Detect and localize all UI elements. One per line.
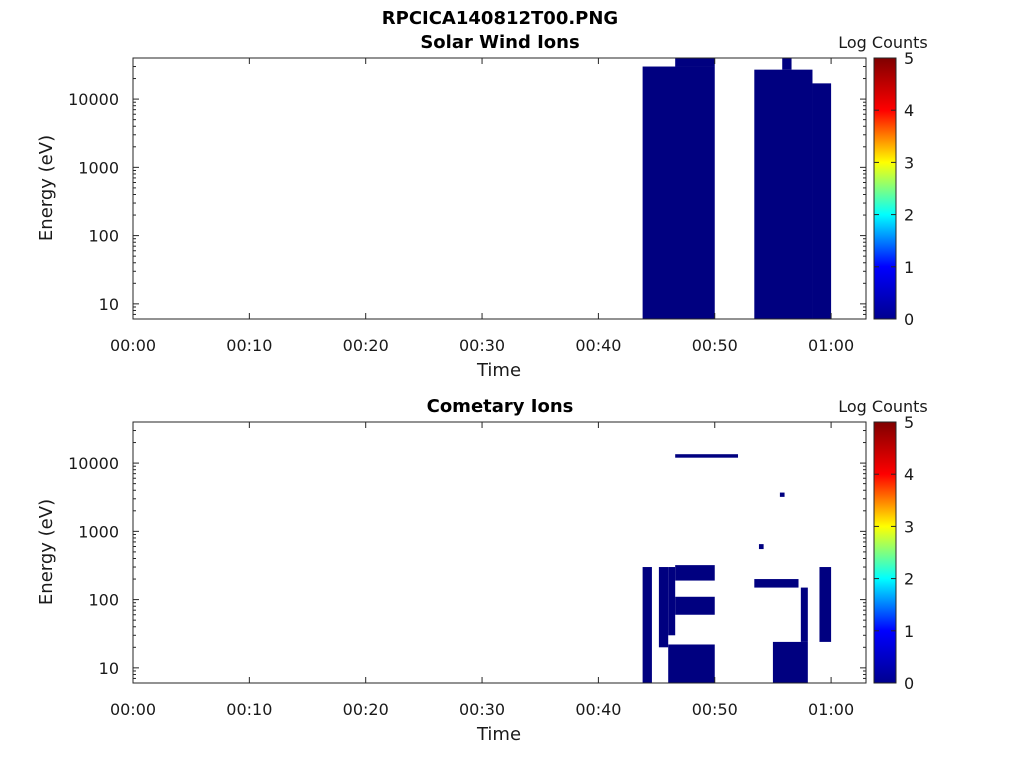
colorbar-tick-label-2: 2	[904, 206, 914, 225]
x-ticks: 00:00 00:10 00:20 00:30 00:40 00:50 01:00	[110, 58, 854, 355]
y-tick-label-2: 1000	[78, 158, 119, 177]
colorbar-tick-label-2: 2	[904, 570, 914, 589]
x-tick-label-2: 00:20	[343, 700, 389, 719]
colorbar-tick-label-5: 5	[904, 413, 914, 432]
x-tick-label-4: 00:40	[575, 700, 621, 719]
colorbar-gradient	[874, 58, 896, 319]
colorbar-frame	[873, 421, 897, 684]
x-tick-label-6: 01:00	[808, 336, 854, 355]
colorbar-tick-label-4: 4	[904, 101, 914, 120]
x-ticks: 00:00 00:10 00:20 00:30 00:40 00:50 01:00	[110, 422, 854, 719]
x-tick-label-1: 00:10	[226, 336, 272, 355]
figure-title: RPCICA140812T00.PNG	[382, 8, 618, 29]
y-tick-label-0: 10	[99, 659, 119, 678]
x-tick-label-6: 01:00	[808, 700, 854, 719]
colorbar-tick-label-1: 1	[904, 622, 914, 641]
x-tick-label-3: 00:30	[459, 700, 505, 719]
heatmap-cell-10	[754, 579, 799, 588]
x-tick-label-5: 00:50	[692, 700, 738, 719]
y-tick-label-1: 100	[88, 227, 119, 246]
heatmap-cell-4	[675, 565, 715, 581]
heatmap-cell-3	[675, 596, 715, 615]
colorbar-tick-label-3: 3	[904, 517, 914, 536]
colorbar: Log Counts 0 1 2 3 4 5	[838, 33, 928, 329]
heatmap-cell-0	[642, 66, 715, 319]
y-tick-label-2: 1000	[78, 522, 119, 541]
heatmap-cell-6	[675, 454, 739, 458]
colorbar-frame	[873, 57, 897, 320]
heatmap-cell-9	[800, 587, 808, 642]
y-ticks: 10 100 1000 10000	[68, 57, 866, 320]
panel-title: Solar Wind Ions	[420, 32, 579, 53]
panel-solar-wind-ions: Solar Wind Ions 00:00 00:10 00:20 00:30 00:4…	[36, 32, 928, 381]
heatmap-cell-2	[754, 69, 813, 319]
x-tick-label-0: 00:00	[110, 336, 156, 355]
panel-title: Cometary Ions	[427, 396, 574, 417]
x-tick-label-5: 00:50	[692, 336, 738, 355]
heatmap-cell-4	[782, 58, 792, 70]
y-axis-label: Energy (eV)	[36, 499, 57, 605]
plot-frame	[132, 57, 867, 320]
heatmap-cell-11	[779, 492, 785, 497]
heatmap-cell-8	[819, 567, 832, 642]
x-tick-label-3: 00:30	[459, 336, 505, 355]
colorbar: Log Counts 0 1 2 3 4 5	[838, 397, 928, 693]
y-tick-label-3: 10000	[68, 90, 119, 109]
x-tick-label-2: 00:20	[343, 336, 389, 355]
panel-cometary-ions: Cometary Ions 00:00 00:10 00:20 00:30 00:40 0…	[36, 396, 928, 745]
colorbar-tick-label-5: 5	[904, 49, 914, 68]
x-tick-label-0: 00:00	[110, 700, 156, 719]
heatmap-cells	[642, 454, 832, 683]
y-tick-label-1: 100	[88, 591, 119, 610]
heatmap-cell-1	[658, 567, 669, 648]
heatmap-cell-1	[675, 58, 715, 67]
colorbar-tick-label-4: 4	[904, 465, 914, 484]
heatmap-cell-7	[772, 641, 808, 683]
x-axis-label: Time	[476, 360, 521, 381]
heatmap-cells	[642, 58, 832, 319]
y-tick-label-0: 10	[99, 295, 119, 314]
heatmap-cell-12	[758, 544, 764, 550]
y-ticks: 10 100 1000 10000	[68, 421, 866, 684]
plot-frame	[132, 421, 867, 684]
colorbar-label: Log Counts	[838, 33, 928, 52]
heatmap-cell-3	[812, 83, 832, 319]
colorbar-tick-label-0: 0	[904, 674, 914, 693]
y-tick-label-3: 10000	[68, 454, 119, 473]
colorbar-tick-label-0: 0	[904, 310, 914, 329]
colorbar-tick-label-1: 1	[904, 258, 914, 277]
colorbar-label: Log Counts	[838, 397, 928, 416]
y-axis-label: Energy (eV)	[36, 135, 57, 241]
heatmap-cell-5	[668, 567, 676, 636]
x-tick-label-4: 00:40	[575, 336, 621, 355]
colorbar-tick-label-3: 3	[904, 153, 914, 172]
x-tick-label-1: 00:10	[226, 700, 272, 719]
heatmap-cell-2	[668, 644, 715, 683]
x-axis-label: Time	[476, 724, 521, 745]
heatmap-cell-0	[642, 567, 652, 683]
colorbar-gradient	[874, 422, 896, 683]
